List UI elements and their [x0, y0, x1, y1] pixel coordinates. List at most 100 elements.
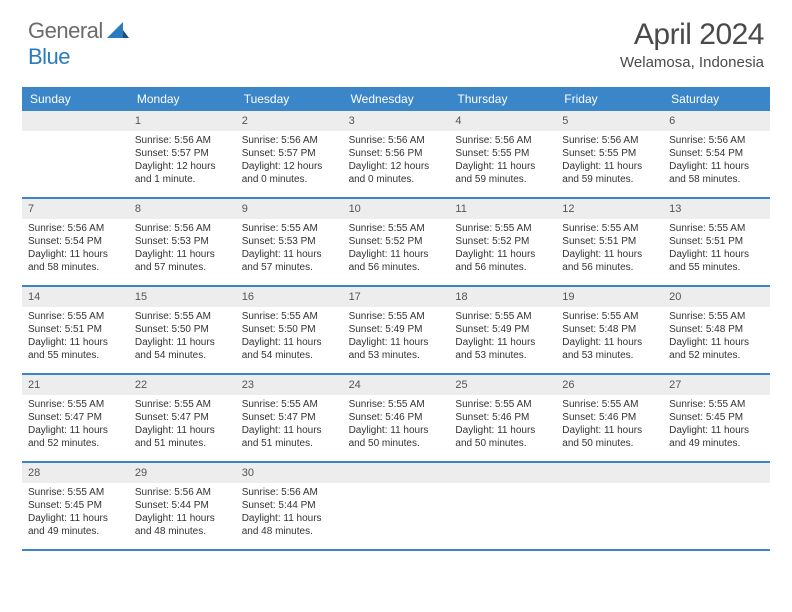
sunrise-text: Sunrise: 5:56 AM	[28, 222, 123, 235]
cell-body: Sunrise: 5:56 AMSunset: 5:44 PMDaylight:…	[129, 483, 236, 544]
sunset-text: Sunset: 5:44 PM	[242, 499, 337, 512]
cell-body: Sunrise: 5:55 AMSunset: 5:50 PMDaylight:…	[129, 307, 236, 368]
cell-body: Sunrise: 5:55 AMSunset: 5:48 PMDaylight:…	[663, 307, 770, 368]
sunrise-text: Sunrise: 5:55 AM	[455, 310, 550, 323]
calendar-cell	[343, 463, 450, 549]
calendar-cell: 15Sunrise: 5:55 AMSunset: 5:50 PMDayligh…	[129, 287, 236, 373]
weeks-container: 1Sunrise: 5:56 AMSunset: 5:57 PMDaylight…	[22, 111, 770, 551]
sunset-text: Sunset: 5:56 PM	[349, 147, 444, 160]
sunrise-text: Sunrise: 5:55 AM	[242, 398, 337, 411]
sunrise-text: Sunrise: 5:56 AM	[455, 134, 550, 147]
day-number	[22, 111, 129, 131]
daylight-text: Daylight: 11 hours and 54 minutes.	[242, 336, 337, 362]
day-number: 18	[449, 287, 556, 307]
calendar-cell: 9Sunrise: 5:55 AMSunset: 5:53 PMDaylight…	[236, 199, 343, 285]
day-number: 28	[22, 463, 129, 483]
sunset-text: Sunset: 5:54 PM	[28, 235, 123, 248]
week-row: 1Sunrise: 5:56 AMSunset: 5:57 PMDaylight…	[22, 111, 770, 199]
sunrise-text: Sunrise: 5:56 AM	[242, 134, 337, 147]
cell-body	[663, 483, 770, 492]
sunrise-text: Sunrise: 5:56 AM	[349, 134, 444, 147]
cell-body: Sunrise: 5:55 AMSunset: 5:51 PMDaylight:…	[556, 219, 663, 280]
cell-body	[556, 483, 663, 492]
cell-body: Sunrise: 5:55 AMSunset: 5:53 PMDaylight:…	[236, 219, 343, 280]
cell-body: Sunrise: 5:56 AMSunset: 5:54 PMDaylight:…	[22, 219, 129, 280]
cell-body: Sunrise: 5:55 AMSunset: 5:52 PMDaylight:…	[343, 219, 450, 280]
calendar-cell: 30Sunrise: 5:56 AMSunset: 5:44 PMDayligh…	[236, 463, 343, 549]
daylight-text: Daylight: 12 hours and 0 minutes.	[242, 160, 337, 186]
sunset-text: Sunset: 5:47 PM	[242, 411, 337, 424]
sunset-text: Sunset: 5:57 PM	[242, 147, 337, 160]
day-number: 16	[236, 287, 343, 307]
sunset-text: Sunset: 5:51 PM	[28, 323, 123, 336]
sunset-text: Sunset: 5:53 PM	[135, 235, 230, 248]
cell-body: Sunrise: 5:56 AMSunset: 5:55 PMDaylight:…	[556, 131, 663, 192]
day-number: 6	[663, 111, 770, 131]
daylight-text: Daylight: 11 hours and 50 minutes.	[562, 424, 657, 450]
page-header: General April 2024 Welamosa, Indonesia	[0, 0, 792, 79]
calendar-cell	[663, 463, 770, 549]
calendar-cell: 1Sunrise: 5:56 AMSunset: 5:57 PMDaylight…	[129, 111, 236, 197]
calendar-cell: 4Sunrise: 5:56 AMSunset: 5:55 PMDaylight…	[449, 111, 556, 197]
dow-wednesday: Wednesday	[343, 87, 450, 111]
day-number: 19	[556, 287, 663, 307]
cell-body: Sunrise: 5:56 AMSunset: 5:57 PMDaylight:…	[236, 131, 343, 192]
day-number: 8	[129, 199, 236, 219]
title-block: April 2024 Welamosa, Indonesia	[620, 18, 764, 71]
calendar: Sunday Monday Tuesday Wednesday Thursday…	[22, 87, 770, 551]
day-number: 21	[22, 375, 129, 395]
day-number: 12	[556, 199, 663, 219]
day-number: 22	[129, 375, 236, 395]
day-number	[556, 463, 663, 483]
cell-body: Sunrise: 5:55 AMSunset: 5:47 PMDaylight:…	[129, 395, 236, 456]
calendar-cell: 2Sunrise: 5:56 AMSunset: 5:57 PMDaylight…	[236, 111, 343, 197]
sunrise-text: Sunrise: 5:55 AM	[135, 310, 230, 323]
calendar-cell	[22, 111, 129, 197]
calendar-cell: 25Sunrise: 5:55 AMSunset: 5:46 PMDayligh…	[449, 375, 556, 461]
dow-sunday: Sunday	[22, 87, 129, 111]
sunset-text: Sunset: 5:54 PM	[669, 147, 764, 160]
calendar-cell: 23Sunrise: 5:55 AMSunset: 5:47 PMDayligh…	[236, 375, 343, 461]
month-title: April 2024	[620, 18, 764, 52]
sunrise-text: Sunrise: 5:55 AM	[455, 222, 550, 235]
sunset-text: Sunset: 5:47 PM	[28, 411, 123, 424]
day-number: 3	[343, 111, 450, 131]
day-number: 25	[449, 375, 556, 395]
sunrise-text: Sunrise: 5:56 AM	[135, 222, 230, 235]
daylight-text: Daylight: 11 hours and 52 minutes.	[28, 424, 123, 450]
sunrise-text: Sunrise: 5:55 AM	[455, 398, 550, 411]
sunrise-text: Sunrise: 5:56 AM	[135, 134, 230, 147]
sunset-text: Sunset: 5:45 PM	[28, 499, 123, 512]
cell-body: Sunrise: 5:56 AMSunset: 5:53 PMDaylight:…	[129, 219, 236, 280]
calendar-cell: 14Sunrise: 5:55 AMSunset: 5:51 PMDayligh…	[22, 287, 129, 373]
daylight-text: Daylight: 11 hours and 56 minutes.	[455, 248, 550, 274]
cell-body: Sunrise: 5:55 AMSunset: 5:45 PMDaylight:…	[22, 483, 129, 544]
calendar-cell	[556, 463, 663, 549]
daylight-text: Daylight: 11 hours and 55 minutes.	[669, 248, 764, 274]
sunset-text: Sunset: 5:50 PM	[135, 323, 230, 336]
sunset-text: Sunset: 5:53 PM	[242, 235, 337, 248]
daylight-text: Daylight: 11 hours and 53 minutes.	[562, 336, 657, 362]
daylight-text: Daylight: 11 hours and 57 minutes.	[135, 248, 230, 274]
sunrise-text: Sunrise: 5:55 AM	[669, 310, 764, 323]
sunset-text: Sunset: 5:48 PM	[669, 323, 764, 336]
sunset-text: Sunset: 5:46 PM	[349, 411, 444, 424]
daylight-text: Daylight: 11 hours and 59 minutes.	[562, 160, 657, 186]
daylight-text: Daylight: 11 hours and 55 minutes.	[28, 336, 123, 362]
sunset-text: Sunset: 5:48 PM	[562, 323, 657, 336]
daylight-text: Daylight: 11 hours and 59 minutes.	[455, 160, 550, 186]
sunset-text: Sunset: 5:46 PM	[562, 411, 657, 424]
daylight-text: Daylight: 11 hours and 57 minutes.	[242, 248, 337, 274]
sunrise-text: Sunrise: 5:55 AM	[242, 310, 337, 323]
week-row: 28Sunrise: 5:55 AMSunset: 5:45 PMDayligh…	[22, 463, 770, 551]
sunset-text: Sunset: 5:55 PM	[562, 147, 657, 160]
sunrise-text: Sunrise: 5:55 AM	[349, 398, 444, 411]
sunset-text: Sunset: 5:51 PM	[669, 235, 764, 248]
cell-body: Sunrise: 5:55 AMSunset: 5:50 PMDaylight:…	[236, 307, 343, 368]
sunrise-text: Sunrise: 5:55 AM	[28, 486, 123, 499]
dow-monday: Monday	[129, 87, 236, 111]
calendar-cell: 6Sunrise: 5:56 AMSunset: 5:54 PMDaylight…	[663, 111, 770, 197]
calendar-cell: 10Sunrise: 5:55 AMSunset: 5:52 PMDayligh…	[343, 199, 450, 285]
day-number: 30	[236, 463, 343, 483]
daylight-text: Daylight: 11 hours and 49 minutes.	[669, 424, 764, 450]
